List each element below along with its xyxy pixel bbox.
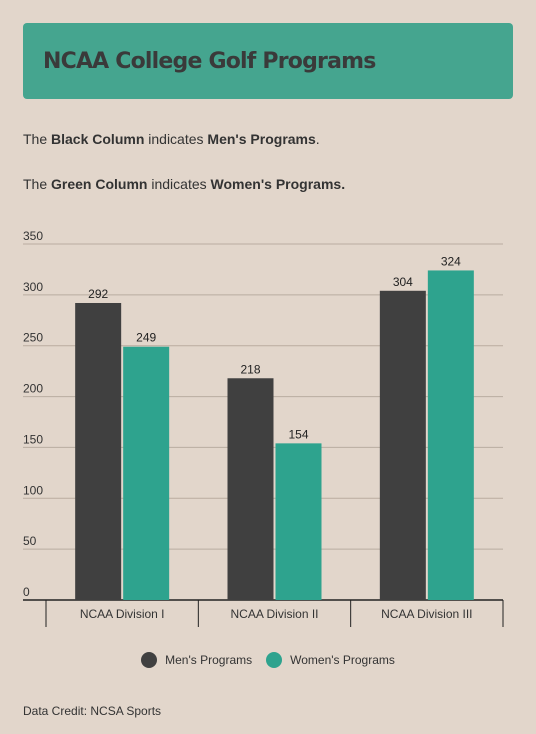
data-label: 292 [88, 287, 108, 301]
x-tick-label: NCAA Division II [230, 607, 318, 621]
bar [379, 290, 426, 600]
note-text: The [23, 131, 52, 147]
bar [427, 270, 474, 600]
data-label: 218 [240, 362, 260, 376]
data-label: 324 [441, 254, 461, 268]
data-label: 304 [393, 275, 413, 289]
bar [227, 378, 274, 600]
x-tick-label: NCAA Division III [381, 607, 472, 621]
y-tick-label: 250 [23, 331, 43, 345]
y-tick-label: 300 [23, 280, 43, 294]
data-label: 249 [136, 331, 156, 345]
bar [275, 443, 322, 600]
data-label: 154 [288, 427, 308, 441]
legend-item-men[interactable]: Men's Programs [141, 652, 252, 668]
y-tick-label: 350 [23, 229, 43, 243]
legend-note-green: The Green Column indicates Women's Progr… [23, 176, 345, 192]
note-bold: Men's Programs [207, 131, 316, 147]
legend-label-men: Men's Programs [165, 653, 253, 667]
note-text: . [315, 131, 320, 147]
chart-legend: Men's Programs Women's Programs [0, 652, 536, 668]
data-credit: Data Credit: NCSA Sports [23, 704, 162, 718]
y-tick-label: 100 [23, 483, 43, 497]
note-text: indicates [147, 176, 211, 192]
y-tick-label: 150 [23, 432, 43, 446]
legend-note-black: The Black Column indicates Men's Program… [23, 131, 320, 147]
note-text: The [23, 176, 52, 192]
legend-swatch-women [266, 652, 283, 668]
note-bold: Black Column [51, 131, 145, 147]
note-text: indicates [144, 131, 208, 147]
title-banner: NCAA College Golf Programs [23, 23, 513, 99]
note-bold: Green Column [51, 176, 148, 192]
x-tick-label: NCAA Division I [80, 607, 165, 621]
bar [123, 346, 170, 600]
y-tick-label: 50 [23, 534, 37, 548]
note-bold: Women's Programs. [210, 176, 346, 192]
legend-label-women: Women's Programs [290, 653, 395, 667]
y-tick-label: 0 [23, 585, 30, 599]
legend-item-women[interactable]: Women's Programs [266, 652, 395, 668]
page-title: NCAA College Golf Programs [43, 49, 376, 74]
y-tick-label: 200 [23, 382, 43, 396]
legend-swatch-men [141, 652, 158, 668]
bar [75, 302, 122, 600]
